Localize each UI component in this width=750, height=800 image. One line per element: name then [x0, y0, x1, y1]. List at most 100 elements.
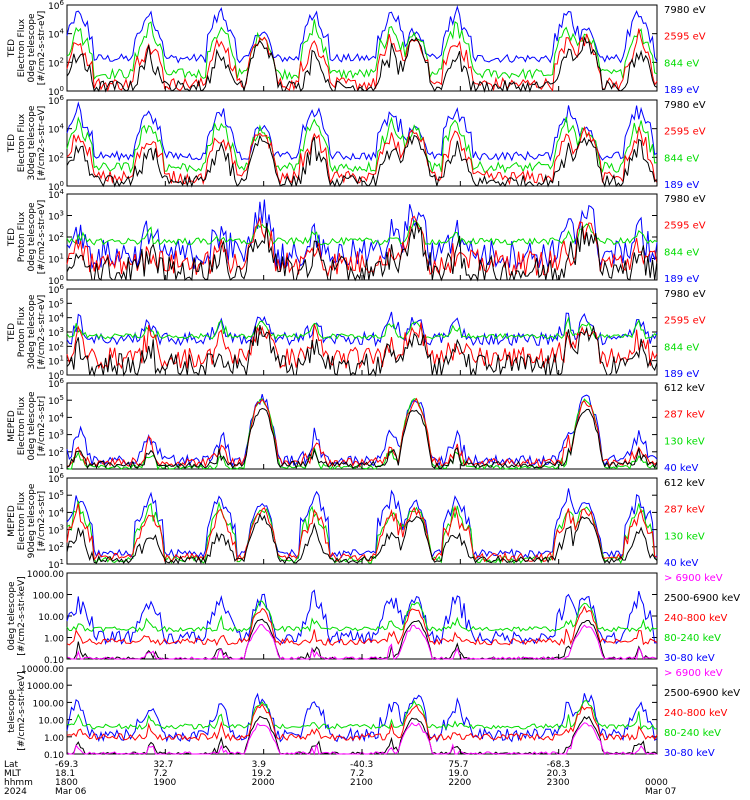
- legend-entry: 7980 eV: [664, 100, 706, 111]
- y-axis-label-line: Electron Flux: [17, 18, 27, 77]
- y-tick-label: 10.00: [38, 613, 64, 623]
- legend-entry: 2595 eV: [664, 316, 706, 327]
- legend-entry: 287 keV: [664, 410, 705, 421]
- y-axis-label-line: [#/cm2-s-str-eV]: [37, 11, 47, 86]
- y-axis-label-line: [#/cm2-s-str]: [37, 491, 47, 551]
- x-tick-label: Mar 07: [645, 787, 676, 797]
- y-tick-label: 100.00: [33, 699, 65, 709]
- legend: 7980 eV 2595 eV 844 eV 189 eV: [664, 100, 706, 191]
- x-axis-row-label: MLT: [4, 769, 22, 779]
- y-axis-label-line: telescope: [7, 689, 17, 733]
- legend-entry: > 6900 keV: [664, 668, 723, 679]
- series-line-844-ev: [66, 19, 658, 81]
- y-axis-label-line: Electron Flux: [17, 113, 27, 172]
- x-tick-label: 7.2: [153, 769, 167, 779]
- y-tick-label: 0.10: [44, 751, 64, 761]
- y-tick-label: 104: [48, 188, 64, 201]
- series-line-844-ev: [66, 116, 658, 174]
- x-tick-label: 2100: [350, 778, 373, 788]
- y-tick-labels: 100 102 104 106: [48, 94, 64, 193]
- y-tick-label: 10.00: [38, 717, 64, 727]
- series-line-189-ev: [66, 5, 658, 64]
- series-line-2595-ev: [66, 322, 658, 370]
- y-axis-label-line: [#/cm2-s-str-eV]: [37, 295, 47, 370]
- y-tick-label: 105: [48, 489, 64, 502]
- legend: 612 keV 287 keV 130 keV 40 keV: [664, 478, 705, 569]
- y-axis-label-line: 0deg telescope: [7, 581, 17, 651]
- y-axis-label-line: [#/cm2-s-str-keV]: [17, 576, 27, 655]
- y-tick-labels: 0.10 1.00 10.00 100.00 1000.00: [27, 570, 64, 666]
- x-tick-label: 0000: [645, 778, 668, 788]
- y-tick-label: 104: [48, 312, 64, 325]
- y-tick-label: 104: [48, 411, 64, 424]
- x-tick-label: Mar 06: [55, 787, 87, 797]
- series-line-844-ev: [66, 316, 658, 341]
- y-tick-labels: 0.10 1.00 10.00 100.00 1000.00 10000.00: [21, 665, 64, 761]
- legend-entry: 844 eV: [664, 342, 699, 353]
- x-tick-label: -68.3: [547, 760, 570, 770]
- x-tick-label: 3.9: [252, 760, 267, 770]
- legend-entry: 80-240 keV: [664, 633, 721, 644]
- y-axis-label: TEDElectron Flux0deg telescope[#/cm2-s-s…: [7, 11, 47, 86]
- legend-entry: 2500-6900 keV: [664, 688, 740, 699]
- legend-entry: 189 eV: [664, 85, 699, 96]
- legend: 7980 eV 2595 eV 844 eV 189 eV: [664, 5, 706, 96]
- x-axis-row-label: 2024: [4, 787, 27, 797]
- y-axis-label-line: TED: [7, 228, 17, 247]
- y-tick-labels: 101 102 103 104 105 106: [48, 472, 64, 571]
- y-tick-label: 102: [48, 340, 64, 353]
- x-tick-label: 2200: [448, 778, 471, 788]
- legend-entry: 287 keV: [664, 505, 705, 516]
- y-axis-label-line: 0deg telescope: [27, 13, 37, 83]
- y-axis-label-line: Electron Flux: [17, 396, 27, 455]
- y-tick-label: 104: [48, 506, 64, 519]
- y-axis-label-line: MEPED: [7, 505, 17, 537]
- y-tick-label: 1.00: [44, 734, 64, 744]
- legend-entry: 2595 eV: [664, 32, 706, 43]
- legend-entry: 130 keV: [664, 436, 705, 447]
- y-axis-label: MEPEDElectron Flux0deg telescope[#/cm2-s…: [7, 391, 47, 461]
- y-axis-label: telescope[#/cm2-s-str-keV]: [7, 671, 27, 750]
- series-line-189-ev: [66, 101, 658, 162]
- series-line-7980-ev: [66, 36, 658, 93]
- panel-frame: [66, 193, 658, 281]
- y-axis-label-line: Proton Flux: [17, 306, 27, 357]
- legend-entry: 2595 eV: [664, 221, 706, 232]
- y-tick-label: 0.10: [44, 656, 64, 666]
- y-axis-label-line: 0deg telescope: [27, 202, 37, 272]
- y-tick-label: 101: [48, 463, 64, 476]
- y-axis-label-line: [#/cm2-s-str-keV]: [17, 671, 27, 750]
- legend-entry: 844 eV: [664, 58, 699, 69]
- legend-entry: 844 eV: [664, 153, 699, 164]
- legend-entry: 189 eV: [664, 274, 699, 285]
- legend-entry: 80-240 keV: [664, 728, 721, 739]
- y-tick-label: 106: [48, 377, 64, 390]
- legend-entry: 30-80 keV: [664, 653, 715, 664]
- legend-entry: 612 keV: [664, 383, 705, 394]
- y-tick-label: 102: [48, 541, 64, 554]
- legend-entry: 40 keV: [664, 558, 698, 569]
- y-tick-label: 103: [48, 326, 64, 339]
- x-tick-label: 20.3: [547, 769, 567, 779]
- series-line-30-80-kev: [66, 589, 658, 645]
- series-line-40-kev: [66, 393, 658, 468]
- y-tick-label: 105: [48, 297, 64, 310]
- legend-entry: 189 eV: [664, 369, 699, 380]
- legend-entry: 130 keV: [664, 531, 705, 542]
- y-axis-label-line: TED: [7, 134, 17, 153]
- y-axis-label-line: TED: [7, 39, 17, 58]
- series-line-40-kev: [66, 488, 658, 560]
- y-axis-label-line: [#/cm2-s-str-eV]: [37, 200, 47, 275]
- x-tick-label: 32.7: [153, 760, 173, 770]
- y-axis-label-line: MEPED: [7, 410, 17, 442]
